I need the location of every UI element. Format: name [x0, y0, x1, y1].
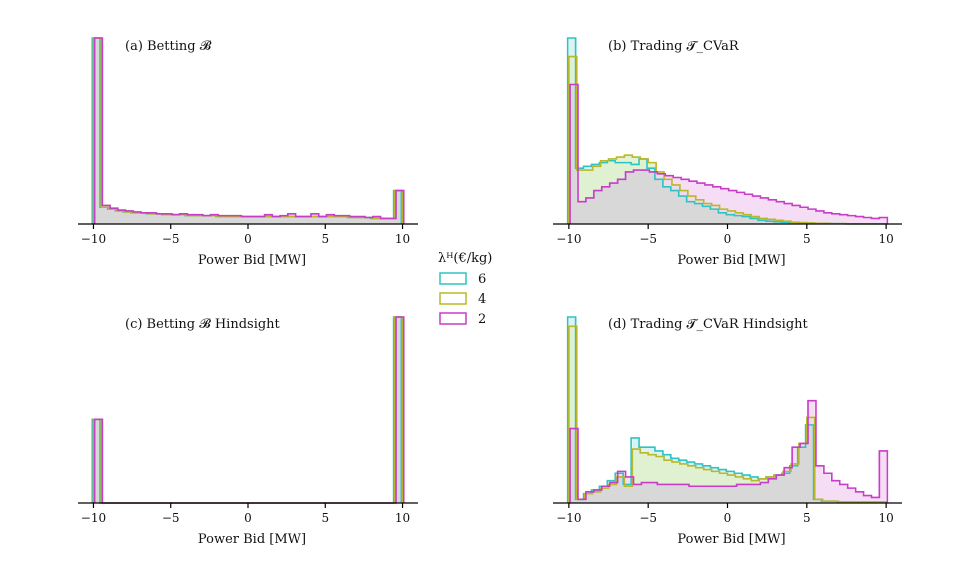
x-tick-label: −5 — [639, 511, 657, 525]
series-line-2 — [93, 316, 405, 504]
series-line-0 — [566, 316, 886, 503]
series-line-2 — [93, 37, 405, 224]
x-tick-label: −5 — [162, 232, 180, 246]
panel-title: (b) Trading 𝓣_CVaR — [608, 39, 740, 54]
x-tick-label: 10 — [878, 232, 893, 246]
panel-d-trading-cvar-hindsight: −10 −5 0 5 10 Power Bid [MW] (d) Trading 𝓣_CVa… — [553, 316, 902, 547]
x-tick-label: 10 — [395, 232, 410, 246]
panel-a-betting: −10 −5 0 5 10 Power Bid [MW] (a) Betting 𝓑 — [78, 37, 418, 268]
series-line-1 — [568, 55, 887, 225]
x-tick-label: 0 — [724, 232, 732, 246]
series-line-1 — [568, 325, 887, 503]
fill-series-1 — [93, 317, 403, 503]
x-axis-label: Power Bid [MW] — [677, 532, 785, 547]
panel-title: (c) Betting 𝓑 Hindsight — [125, 317, 281, 332]
x-tick-label: 5 — [321, 232, 329, 246]
legend-label-4: 4 — [478, 292, 486, 307]
x-tick-label: 5 — [803, 232, 811, 246]
x-tick-label: −10 — [81, 232, 106, 246]
legend: λᴴ(€/kg) 6 4 2 — [438, 251, 492, 327]
x-axis-label: Power Bid [MW] — [198, 532, 306, 547]
x-tick-label: 5 — [803, 511, 811, 525]
fill-overlap — [568, 84, 887, 224]
x-tick-label: 5 — [321, 511, 329, 525]
series-line-0 — [91, 37, 403, 224]
fill-series-1 — [93, 38, 403, 224]
series-line-2 — [569, 399, 889, 503]
x-axis-label: Power Bid [MW] — [198, 253, 306, 268]
panel-title: (a) Betting 𝓑 — [125, 39, 212, 54]
fill-overlap — [568, 424, 887, 503]
x-tick-label: 10 — [395, 511, 410, 525]
x-tick-label: 10 — [878, 511, 893, 525]
legend-label-6: 6 — [478, 272, 486, 287]
fill-overlap — [93, 38, 403, 224]
series-line-1 — [92, 37, 404, 224]
series-line-1 — [92, 316, 404, 504]
x-tick-label: 0 — [244, 232, 252, 246]
panel-c-betting-hindsight: −10 −5 0 5 10 Power Bid [MW] (c) Betting 𝓑 Hin… — [78, 316, 418, 547]
legend-swatch-2 — [439, 312, 467, 325]
panel-title: (d) Trading 𝓣_CVaR Hindsight — [608, 317, 809, 332]
x-tick-label: −10 — [556, 232, 581, 246]
panel-b-trading-cvar: −10 −5 0 5 10 Power Bid [MW] (b) Trading 𝓣_CVa… — [553, 37, 902, 268]
series-line-2 — [569, 83, 889, 224]
series-line-0 — [91, 316, 403, 504]
fill-series-0 — [93, 38, 403, 224]
x-tick-label: 0 — [244, 511, 252, 525]
legend-swatch-4 — [439, 292, 467, 305]
legend-label-2: 2 — [478, 312, 486, 327]
fill-series-0 — [93, 317, 403, 503]
legend-swatch-6 — [439, 272, 467, 285]
x-tick-label: −5 — [639, 232, 657, 246]
x-tick-label: −10 — [556, 511, 581, 525]
x-tick-label: −5 — [162, 511, 180, 525]
x-tick-label: 0 — [724, 511, 732, 525]
legend-title: λᴴ(€/kg) — [438, 251, 492, 266]
fill-series-2 — [93, 38, 403, 224]
x-axis-label: Power Bid [MW] — [677, 253, 785, 268]
fill-series-2 — [93, 317, 403, 503]
fill-overlap — [93, 317, 403, 503]
x-tick-label: −10 — [81, 511, 106, 525]
